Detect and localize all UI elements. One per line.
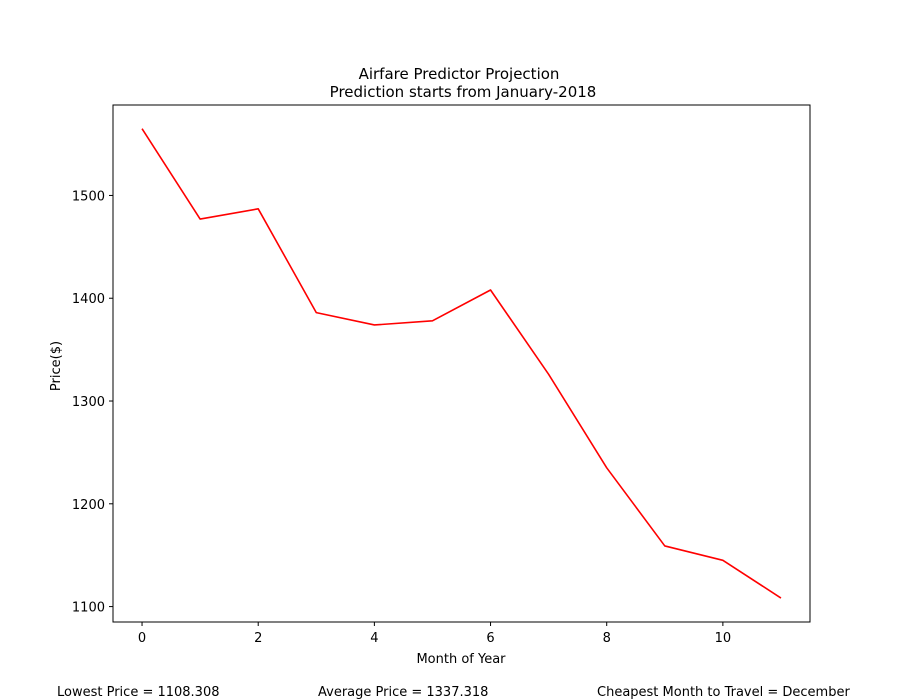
plot-frame bbox=[112, 104, 811, 623]
x-tick-label-6: 6 bbox=[486, 631, 494, 646]
y-tick-label-1200: 1200 bbox=[72, 498, 105, 513]
cheapest-month-text: Cheapest Month to Travel = December bbox=[597, 685, 850, 700]
y-tick-label-1100: 1100 bbox=[72, 601, 105, 616]
y-tick-label-1300: 1300 bbox=[72, 395, 105, 410]
chart-title: Airfare Predictor Projection bbox=[359, 65, 560, 83]
x-tick-label-0: 0 bbox=[138, 631, 146, 646]
chart-subtitle: Prediction starts from January-2018 bbox=[330, 83, 597, 101]
x-tick-label-2: 2 bbox=[254, 631, 262, 646]
x-tick-label-4: 4 bbox=[370, 631, 378, 646]
plot-area: 0 2 4 6 8 10 1100 1200 1300 1400 1500 bbox=[72, 104, 811, 646]
x-tick-label-8: 8 bbox=[603, 631, 611, 646]
series-line-0 bbox=[141, 128, 782, 599]
y-tick-label-1500: 1500 bbox=[72, 189, 105, 204]
x-axis-label: Month of Year bbox=[416, 652, 506, 667]
x-tick-label-10: 10 bbox=[715, 631, 732, 646]
y-axis-label: Price($) bbox=[49, 341, 64, 391]
y-tick-label-1400: 1400 bbox=[72, 292, 105, 307]
average-price-text: Average Price = 1337.318 bbox=[318, 685, 488, 700]
lowest-price-text: Lowest Price = 1108.308 bbox=[57, 685, 220, 700]
